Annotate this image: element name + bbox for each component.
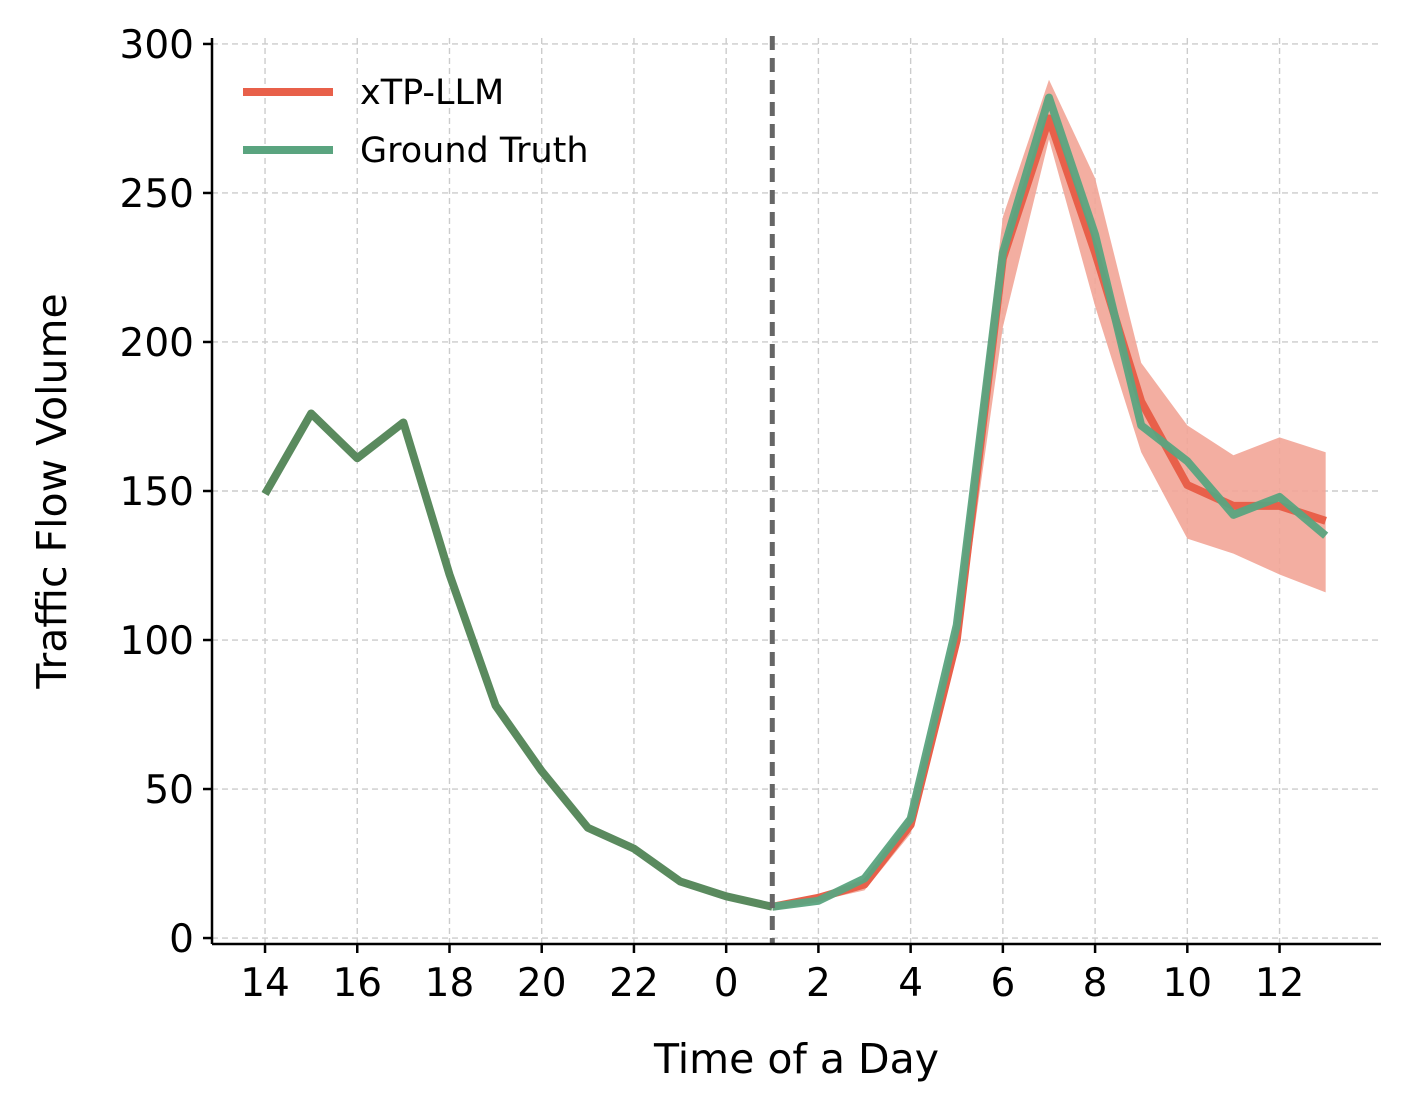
x-tick-label-9: 8 — [1083, 961, 1108, 1006]
x-tick-label-6: 2 — [806, 961, 831, 1006]
y-tick-label-250: 250 — [120, 172, 194, 217]
x-tick-label-3: 20 — [517, 961, 567, 1006]
x-tick-label-8: 6 — [990, 961, 1015, 1006]
y-tick-label-200: 200 — [120, 321, 194, 366]
x-axis-label: Time of a Day — [653, 1035, 939, 1083]
y-tick-label-150: 150 — [120, 470, 194, 515]
ground-truth-line — [771, 93, 1329, 911]
grid — [212, 38, 1381, 944]
x-tick-label-4: 22 — [609, 961, 659, 1006]
x-tick-label-10: 10 — [1162, 961, 1212, 1006]
history-line — [261, 409, 774, 911]
x-tick-label-5: 0 — [714, 961, 739, 1006]
legend-label-xtp-llm: xTP-LLM — [360, 73, 504, 113]
x-tick-label-2: 18 — [425, 961, 475, 1006]
y-tick-label-0: 0 — [169, 917, 194, 962]
x-tick-label-1: 16 — [332, 961, 382, 1006]
y-tick-label-100: 100 — [120, 619, 194, 664]
legend: xTP-LLM Ground Truth — [243, 73, 589, 171]
x-tick-label-0: 14 — [240, 961, 290, 1006]
y-axis-label: Traffic Flow Volume — [28, 293, 76, 689]
y-tick-label-300: 300 — [120, 23, 194, 68]
xtp-llm-line — [771, 114, 1327, 911]
series-lines — [261, 93, 1329, 911]
legend-label-ground-truth: Ground Truth — [360, 131, 589, 171]
x-tick-label-11: 12 — [1255, 961, 1305, 1006]
ticks: 0 50 100 150 200 250 300 14 16 18 20 22 0 2 4 6 8 10 12 — [120, 23, 1305, 1006]
x-tick-label-7: 4 — [898, 961, 923, 1006]
y-tick-label-50: 50 — [144, 768, 194, 813]
